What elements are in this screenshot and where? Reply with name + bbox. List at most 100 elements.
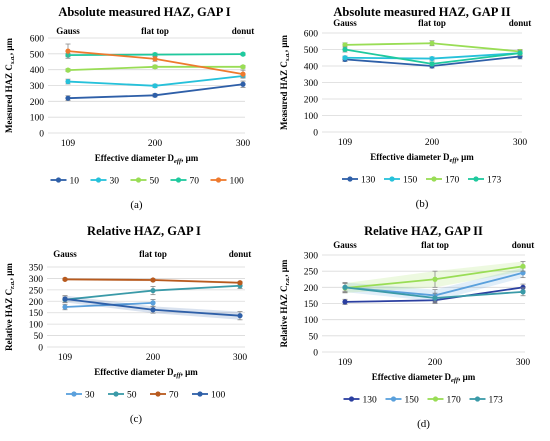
legend-swatch-marker: [135, 177, 142, 183]
data-point: [240, 81, 246, 87]
y-axis-label-main: Measured HAZ C: [279, 61, 289, 130]
x-tick-label: 300: [233, 353, 248, 363]
top-label: flat top: [418, 18, 446, 28]
x-tick-label: 300: [236, 139, 251, 149]
x-axis-label-unit: , μm: [181, 153, 199, 163]
x-axis-label: Effective diameter Deff, μm: [372, 372, 476, 384]
data-point: [342, 55, 348, 61]
panel-label: (c): [130, 413, 143, 425]
x-tick-label: 109: [338, 358, 353, 368]
y-axis-label-unit: , μm: [4, 263, 14, 281]
legend-label: 50: [150, 177, 160, 187]
data-point: [62, 296, 68, 302]
top-label: flat top: [139, 249, 167, 259]
x-tick-label: 200: [425, 138, 440, 148]
panel-label: (b): [416, 198, 429, 210]
legend-swatch-marker: [347, 176, 353, 182]
chart-panel-c: Relative HAZ, GAP I050100150200250300350…: [4, 224, 251, 425]
y-tick-label: 250: [304, 268, 319, 278]
x-axis-label-sub: eff: [174, 158, 182, 165]
legend-swatch-marker: [55, 177, 62, 183]
y-tick-label: 300: [29, 275, 44, 285]
y-tick-label: 300: [30, 82, 45, 92]
chart-title: Absolute measured HAZ, GAP I: [58, 5, 230, 19]
y-axis-label-sub: s.a.: [284, 52, 291, 62]
data-point: [520, 289, 526, 295]
x-tick-label: 200: [428, 358, 443, 368]
x-axis-label-main: Effective diameter D: [94, 367, 174, 377]
data-point: [152, 92, 158, 98]
legend-swatch-marker: [389, 176, 395, 182]
chart-title: Absolute measured HAZ, GAP II: [333, 5, 510, 19]
series-173: [342, 46, 523, 67]
series-30: [65, 73, 246, 89]
y-axis-label: Relative HAZ Cr.a., μm: [4, 263, 16, 351]
y-tick-label: 600: [30, 35, 45, 45]
x-tick-label: 109: [338, 138, 353, 148]
y-tick-label: 300: [304, 79, 319, 89]
y-tick-label: 0: [313, 129, 318, 139]
legend-swatch-marker: [71, 391, 77, 397]
y-axis-label-sub: s.a.: [9, 55, 16, 65]
y-tick-label: 150: [304, 300, 319, 310]
legend-label: 50: [127, 391, 137, 401]
top-label: Gauss: [56, 26, 80, 36]
y-tick-label: 150: [29, 309, 44, 319]
legend-label: 10: [70, 177, 80, 187]
legend-swatch-marker: [473, 176, 479, 182]
legend: 130 150 170 173: [342, 176, 502, 186]
y-tick-label: 400: [30, 66, 45, 76]
x-axis-label-unit: , μm: [457, 152, 475, 162]
data-point: [152, 56, 158, 62]
x-tick-label: 200: [146, 353, 161, 363]
y-tick-label: 500: [30, 50, 45, 60]
legend-label: 30: [110, 177, 120, 187]
chart-panel-d: Relative HAZ, GAP II 0 50 100 150 200 250 300 10…: [279, 224, 534, 430]
data-point: [240, 71, 246, 77]
data-point: [65, 67, 71, 73]
data-point: [342, 46, 348, 53]
data-point: [520, 284, 526, 290]
series-173: [342, 283, 526, 304]
data-point: [429, 61, 435, 67]
legend: 30 50 70 100: [66, 391, 226, 401]
y-tick-label: 200: [304, 284, 319, 294]
legend-label: 130: [361, 176, 376, 186]
x-axis-label-main: Effective diameter D: [370, 152, 450, 162]
y-tick-label: 0: [39, 130, 44, 140]
y-axis-label-unit: , μm: [4, 38, 14, 56]
data-point: [240, 51, 246, 57]
legend: 10 30 50 70 100: [50, 177, 245, 187]
data-point: [152, 83, 158, 89]
series-170: [342, 40, 523, 55]
y-tick-label: 0: [38, 344, 43, 354]
x-tick-label: 300: [516, 358, 531, 368]
x-axis-label-main: Effective diameter D: [95, 153, 175, 163]
legend-label: 173: [489, 396, 504, 406]
y-tick-label: 200: [30, 98, 45, 108]
chart-title: Relative HAZ, GAP I: [87, 224, 201, 238]
x-axis-label-sub: eff: [450, 157, 458, 164]
data-point: [237, 280, 243, 286]
y-axis-label-main: Relative HAZ C: [279, 285, 289, 347]
data-point: [342, 299, 348, 305]
legend-label: 70: [190, 177, 200, 187]
y-axis-label: Measured HAZ Cs.a., μm: [4, 38, 16, 133]
x-axis-label-sub: eff: [174, 372, 182, 379]
legend-swatch-marker: [215, 177, 222, 183]
y-axis-label: Measured HAZ Cs.a., μm: [279, 35, 291, 130]
top-label: donut: [512, 240, 535, 250]
top-label: Gauss: [53, 249, 77, 259]
y-axis-label-main: Measured HAZ C: [4, 64, 14, 133]
legend-label: 150: [403, 176, 418, 186]
data-point: [65, 95, 71, 101]
top-label: donut: [232, 26, 255, 36]
data-point: [520, 263, 526, 269]
legend-label: 70: [169, 391, 179, 401]
y-axis-label-unit: , μm: [279, 259, 289, 277]
legend-swatch-marker: [431, 176, 437, 182]
legend-label: 100: [230, 177, 245, 187]
legend-swatch-marker: [432, 396, 439, 402]
legend-label: 130: [363, 396, 378, 406]
y-axis-label-unit: , μm: [279, 35, 289, 53]
